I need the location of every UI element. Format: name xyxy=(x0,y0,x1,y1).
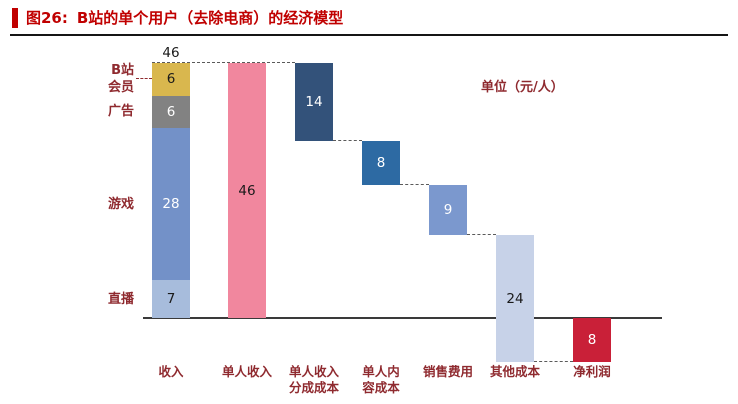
waterfall-bar: 8 xyxy=(362,140,400,186)
title-accent-bar xyxy=(12,7,18,28)
x-axis-category-label: 单人收入 xyxy=(221,364,272,379)
x-axis-category-label: 收入 xyxy=(158,364,184,379)
figure-number: 图26: xyxy=(26,9,68,27)
waterfall-connector-line xyxy=(534,361,573,363)
revenue-segment-side-label: 游戏 xyxy=(107,196,134,212)
x-axis-category-label: 其他成本 xyxy=(489,364,540,379)
revenue-segment-side-label: 直播 xyxy=(107,291,134,307)
figure-title: B站的单个用户（去除电商）的经济模型 xyxy=(76,9,344,27)
x-axis-category-label: 净利润 xyxy=(573,364,611,379)
header-divider-line xyxy=(10,34,728,36)
revenue-stack-segment: 7 xyxy=(152,280,190,318)
waterfall-bar: 8 xyxy=(573,318,611,363)
x-axis-line xyxy=(143,317,662,319)
revenue-segment-side-label: 广告 xyxy=(107,104,134,120)
waterfall-bar: 9 xyxy=(429,185,467,235)
revenue-stack-segment: 6 xyxy=(152,63,190,96)
waterfall-bar: 24 xyxy=(496,234,534,363)
waterfall-bar: 46 xyxy=(228,63,266,318)
waterfall-connector-line xyxy=(400,184,429,186)
x-axis-category-label: 单人收入 分成成本 xyxy=(288,364,339,395)
waterfall-connector-line xyxy=(467,233,496,235)
waterfall-bar: 14 xyxy=(295,63,333,141)
waterfall-connector-line xyxy=(152,62,295,64)
revenue-stack-segment: 28 xyxy=(152,128,190,281)
revenue-segment-side-label: B站 会员 xyxy=(107,63,134,96)
waterfall-connector-line xyxy=(333,139,362,141)
revenue-stack-segment: 6 xyxy=(152,95,190,129)
revenue-total-label: 46 xyxy=(162,45,180,62)
figure-header: 图26: B站的单个用户（去除电商）的经济模型 xyxy=(12,7,343,28)
x-axis-category-label: 单人内 容成本 xyxy=(362,364,400,395)
x-axis-category-label: 销售费用 xyxy=(422,364,473,379)
unit-label: 单位（元/人） xyxy=(481,80,564,95)
segment-leader-line xyxy=(136,78,152,80)
